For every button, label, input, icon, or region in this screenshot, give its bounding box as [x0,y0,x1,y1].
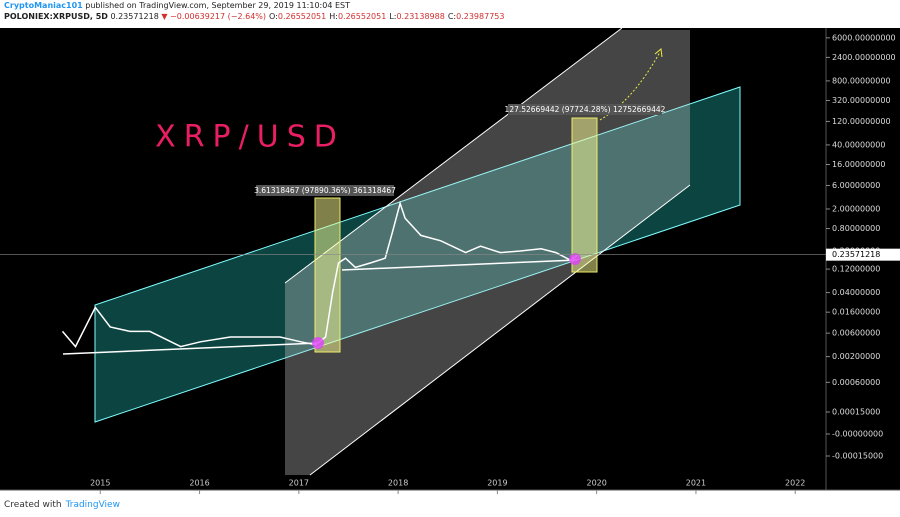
ohlc-value: 0.26552051 [337,12,387,21]
footer-text: Created with [4,500,62,510]
y-tick-label: 40.00000000 [832,140,885,149]
last-price-tag [826,248,900,261]
y-tick-label: 0.80000000 [832,224,880,233]
label-bg [256,185,394,196]
y-tick-label: 320.00000000 [832,96,891,105]
ohlc-value: 0.23138988 [396,12,445,21]
y-tick-label: 120.00000000 [832,117,891,126]
y-tick-label: 0.12000000 [832,265,880,274]
y-tick-label: 2400.00000000 [832,53,896,62]
measure-box [571,117,598,273]
publish-line: CryptoManiac101 published on TradingView… [4,0,900,11]
chart-title: XRP/USD [155,120,345,155]
price-line [61,200,579,348]
y-tick-label: 0.00060000 [832,378,880,387]
y-tick-label: 0.00200000 [832,352,880,361]
y-tick-label: 16.00000000 [832,160,885,169]
brand[interactable]: TradingView [65,500,120,510]
ohlc: O:0.26552051 H:0.26552051 L:0.23138988 C:0.… [266,12,504,21]
change: ▼ −0.00639217 (−2.64%) [161,12,267,21]
measure-label: 3.61318467 (97890.36%) 361318467 [254,186,396,195]
x-tick-label: 2022 [785,479,805,488]
y-tick-label: -0.00000000 [832,429,883,438]
x-tick-label: 2018 [388,479,408,488]
y-tick-label: 0.00600000 [832,329,880,338]
plot-bg [0,28,826,490]
x-tick-label: 2017 [289,479,309,488]
footer: Created with TradingView [4,500,120,510]
arrow-head [654,48,663,58]
header: CryptoManiac101 published on TradingView… [4,0,900,22]
channel-line [284,28,623,284]
y-tick-label: 6.00000000 [832,181,880,190]
label-bg [508,104,662,115]
x-tick-label: 2020 [586,479,606,488]
pivot-marker [569,253,581,265]
x-tick-label: 2015 [90,479,110,488]
pivot-marker [312,337,324,349]
ohlc-value: 0.26552051 [277,12,327,21]
published: published on TradingView.com, September … [85,1,350,10]
y-tick-label: -0.00015000 [832,451,883,460]
ohlc-label: O: [269,12,278,21]
support-line [341,259,578,271]
y-tick-label: 0.01600000 [832,308,880,317]
x-tick-label: 2021 [686,479,706,488]
y-tick-label: 800.00000000 [832,76,891,85]
x-tick-label: 2016 [189,479,209,488]
chart: XRP/USD 3.61318467 (97890.36%) 361318467… [0,28,900,494]
symbol-line: POLONIEX:XRPUSD, 5D 0.23571218 ▼ −0.0063… [4,11,900,22]
ohlc-value: 0.23987753 [456,12,505,21]
x-tick-label: 2019 [487,479,507,488]
y-tick-label: 2.00000000 [832,204,880,213]
channel-line [309,184,691,476]
author[interactable]: CryptoManiac101 [4,1,83,10]
y-tick-label: 0.04000000 [832,288,880,297]
y-tick-label: 6000.00000000 [832,33,896,42]
support-line [62,342,319,355]
last: 0.23571218 [110,12,159,21]
last-price-label: 0.23571218 [832,250,880,259]
measure-label: 127.52669442 (97724.28%) 12752669442 [505,105,666,114]
symbol: POLONIEX:XRPUSD, 5D [4,12,108,21]
ohlc-label: H: [329,12,338,21]
y-tick-label: 0.00015000 [832,407,880,416]
series [61,200,579,348]
ohlc-label: L: [389,12,397,21]
ohlc-label: C: [447,12,457,21]
